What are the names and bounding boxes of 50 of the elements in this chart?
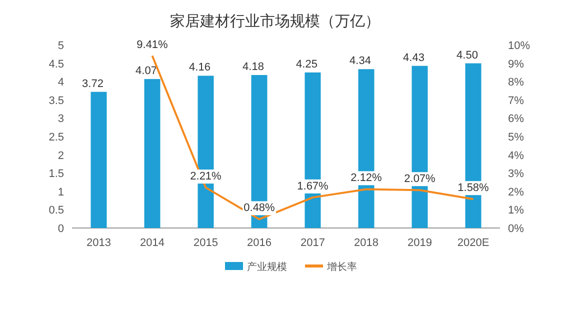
y2-tick-label: 1% [508,204,524,217]
data-label: 4.50 [456,49,478,62]
x-tick-label: 2017 [300,237,325,249]
data-label: 4.07 [136,65,157,78]
x-tick-label: 2013 [86,237,111,249]
y2-tick-label: 10% [508,40,530,52]
y-tick-label: 4 [58,76,64,89]
data-label: 4.43 [403,52,424,64]
data-label: 9.41% [136,38,168,51]
y2-tick-label: 0% [508,223,524,235]
y-tick-label: 2 [58,150,64,162]
data-label: 3.72 [82,78,104,90]
x-tick-label: 2015 [194,237,218,249]
y-tick-label: 1.5 [48,168,64,180]
legend-label: 产业规模 [247,261,287,273]
x-tick-label: 2020E [457,237,490,249]
y2-tick-label: 9% [508,58,524,70]
x-tick-label: 2016 [247,237,272,249]
data-label: 4.18 [242,61,264,74]
y-tick-label: 4.5 [48,58,64,70]
x-tick-label: 2014 [140,237,164,249]
y-tick-label: 2.5 [48,132,64,144]
x-tick-label: 2018 [354,237,378,249]
y-tick-label: 0.5 [48,204,64,217]
data-label: 2.21% [190,170,222,183]
y-tick-label: 0 [58,223,64,235]
bar [90,92,107,228]
bar [144,79,160,228]
y-tick-label: 3 [58,113,64,126]
data-label: 4.25 [296,58,318,70]
data-label: 0.48% [244,202,276,214]
y-tick-label: 3.5 [48,94,64,107]
data-label: 4.34 [350,55,371,68]
x-tick-label: 2019 [408,237,432,249]
data-label: 2.12% [350,172,382,184]
y2-tick-label: 6% [508,113,524,126]
data-label: 1.58% [458,182,490,194]
y2-tick-label: 8% [508,76,524,89]
y2-tick-label: 7% [508,94,524,107]
y2-tick-label: 5% [508,132,524,144]
y2-tick-label: 4% [508,150,524,162]
data-label: 2.07% [404,173,436,186]
y2-tick-label: 3% [508,168,524,180]
chart-title: 家居建材行业市场规模（万亿） [170,13,380,30]
y-tick-label: 1 [58,186,64,198]
y2-tick-label: 2% [508,186,524,198]
data-label: 4.16 [189,62,210,74]
data-label: 1.67% [297,180,329,192]
legend-label: 增长率 [326,261,357,273]
y-tick-label: 5 [58,40,64,52]
